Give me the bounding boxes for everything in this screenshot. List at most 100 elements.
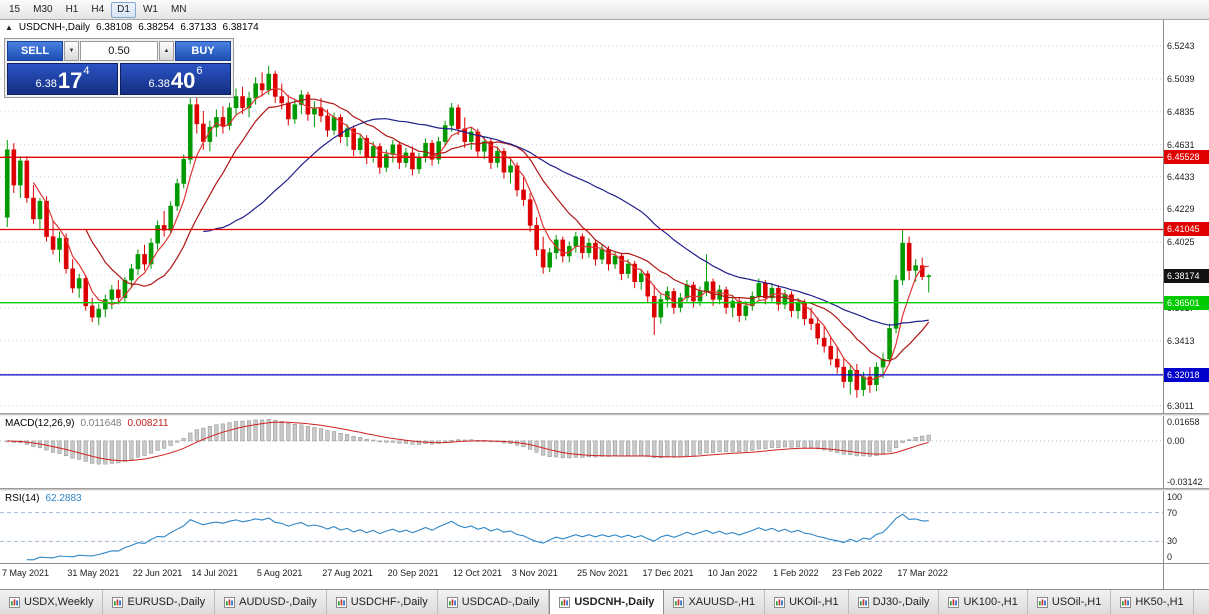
main-chart-area[interactable]: ▲ USDCNH-,Daily 6.38108 6.38254 6.37133 … xyxy=(0,20,1163,413)
rsi-tick-label: 0 xyxy=(1167,552,1173,562)
macd-signal-value: 0.008211 xyxy=(127,418,169,429)
macd-tick-label: -0.03142 xyxy=(1167,477,1203,487)
price-tick-label: 6.4631 xyxy=(1167,139,1195,150)
timeframe-button-h4[interactable]: H4 xyxy=(91,3,105,15)
tab-label: XAUUSD-,H1 xyxy=(688,596,756,608)
timeframe-button-h1[interactable]: H1 xyxy=(65,3,79,15)
buy-price-big: 40 xyxy=(170,68,196,93)
tab-label: USDCAD-,Daily xyxy=(461,596,540,608)
date-label: 23 Feb 2022 xyxy=(831,568,883,578)
chart-tab-audusd-daily[interactable]: AUDUSD-,Daily xyxy=(215,590,327,614)
price-badge-6.32018: 6.32018 xyxy=(1164,367,1209,382)
date-label: 12 Oct 2021 xyxy=(452,568,502,578)
price-badge-6.45528: 6.45528 xyxy=(1164,150,1209,165)
rsi-axis[interactable]: 100 70 30 0 xyxy=(1163,491,1209,563)
timeframe-button-w1[interactable]: W1 xyxy=(142,3,158,15)
chart-tabs-bar: USDX,Weekly EURUSD-,Daily AUDUSD-,Daily USD… xyxy=(0,589,1209,614)
chart-tab-uk100-h1[interactable]: UK100-,H1 xyxy=(939,590,1028,614)
rsi-panel[interactable]: RSI(14) 62.2883 xyxy=(0,491,1163,563)
buy-price-prefix: 6.38 xyxy=(148,78,170,90)
chart-tab-hk50-h1[interactable]: HK50-,H1 xyxy=(1111,590,1194,614)
volume-down-button[interactable]: ▼ xyxy=(64,41,79,61)
buy-button[interactable]: BUY xyxy=(175,41,231,61)
chart-icon xyxy=(112,596,124,608)
chart-tab-usdcnh-daily[interactable]: USDCNH-,Daily xyxy=(549,590,665,614)
price-tick-label: 6.4025 xyxy=(1167,237,1195,248)
timeframe-button-15[interactable]: 15 xyxy=(9,3,21,15)
date-label: 10 Jan 2022 xyxy=(707,568,758,578)
chart-icon xyxy=(335,596,347,608)
price-tick-label: 6.3413 xyxy=(1167,335,1195,346)
chart-icon xyxy=(559,596,571,608)
timeframe-button-d1[interactable]: D1 xyxy=(111,1,136,18)
macd-axis[interactable]: 0.01658 0.00 -0.03142 xyxy=(1163,416,1209,488)
chart-tab-usoil-h1[interactable]: USOil-,H1 xyxy=(1028,590,1112,614)
chart-tab-ukoil-h1[interactable]: UKOil-,H1 xyxy=(765,590,849,614)
chart-tab-xauusd-h1[interactable]: XAUUSD-,H1 xyxy=(664,590,766,614)
panel-splitter[interactable] xyxy=(0,413,1209,416)
time-axis[interactable]: 7 May 2021 31 May 2021 22 Jun 2021 14 Jul 2… xyxy=(0,563,1163,589)
tab-label: UKOil-,H1 xyxy=(789,596,839,608)
tab-label: UK100-,H1 xyxy=(963,596,1018,608)
rsi-tick-label: 30 xyxy=(1167,536,1178,547)
one-click-trading-panel: SELL ▼ 0.50 ▲ BUY 6.38 17 4 6.38 40 6 xyxy=(4,38,234,98)
chart-tab-usdcad-daily[interactable]: USDCAD-,Daily xyxy=(438,590,550,614)
tab-label: USDCNH-,Daily xyxy=(574,596,655,608)
date-label: 14 Jul 2021 xyxy=(191,568,239,578)
macd-panel[interactable]: MACD(12,26,9) 0.011648 0.008211 xyxy=(0,416,1163,488)
chart-icon xyxy=(1120,596,1132,608)
price-tick-label: 6.5243 xyxy=(1167,41,1195,52)
sell-button[interactable]: SELL xyxy=(7,41,63,61)
volume-input[interactable]: 0.50 xyxy=(80,41,158,61)
arrow-up-icon: ▲ xyxy=(163,48,170,54)
timeframe-button-m30[interactable]: M30 xyxy=(33,3,53,15)
tab-label: DJ30-,Daily xyxy=(872,596,930,608)
sell-price-display[interactable]: 6.38 17 4 xyxy=(7,63,118,95)
rsi-tick-label: 100 xyxy=(1167,492,1183,502)
macd-label: MACD(12,26,9) 0.011648 0.008211 xyxy=(5,418,168,429)
sell-price-big: 17 xyxy=(57,68,83,93)
panel-splitter[interactable] xyxy=(0,488,1209,491)
trade-panel-toggle-icon[interactable]: ▲ xyxy=(5,23,13,32)
chart-tab-usdx-weekly[interactable]: USDX,Weekly xyxy=(0,590,104,614)
date-label: 27 Aug 2021 xyxy=(322,568,373,578)
tab-label: USDCHF-,Daily xyxy=(350,596,428,608)
price-badge-6.36501: 6.36501 xyxy=(1164,295,1209,310)
chart-icon xyxy=(446,596,458,608)
tab-label: AUDUSD-,Daily xyxy=(239,596,317,608)
macd-tick-label: 0.01658 xyxy=(1167,417,1200,427)
date-label: 1 Feb 2022 xyxy=(773,568,819,578)
price-tick-label: 6.4229 xyxy=(1167,204,1195,215)
rsi-label: RSI(14) 62.2883 xyxy=(5,493,82,504)
date-label: 20 Sep 2021 xyxy=(387,568,439,578)
timeframe-button-mn[interactable]: MN xyxy=(170,3,187,15)
date-label: 5 Aug 2021 xyxy=(256,568,303,578)
macd-chart[interactable] xyxy=(0,416,1163,488)
chart-icon xyxy=(857,596,869,608)
date-label: 22 Jun 2021 xyxy=(132,568,183,578)
chart-tab-dj30-daily[interactable]: DJ30-,Daily xyxy=(849,590,940,614)
price-chart[interactable] xyxy=(0,20,1163,413)
rsi-chart[interactable] xyxy=(0,491,1163,563)
time-axis-corner xyxy=(1163,563,1209,589)
arrow-down-icon: ▼ xyxy=(68,48,75,54)
ohlc-low: 6.37133 xyxy=(180,22,217,33)
rsi-value: 62.2883 xyxy=(45,493,82,504)
rsi-tick-label: 70 xyxy=(1167,507,1178,518)
date-label: 7 May 2021 xyxy=(2,568,50,578)
chart-tab-usdchf-daily[interactable]: USDCHF-,Daily xyxy=(327,590,438,614)
chart-tab-eurusd-daily[interactable]: EURUSD-,Daily xyxy=(103,590,216,614)
buy-price-display[interactable]: 6.38 40 6 xyxy=(120,63,231,95)
chart-icon xyxy=(1036,596,1048,608)
price-axis[interactable]: 6.5243 6.5039 6.4835 6.4631 6.4433 6.4229 6.40… xyxy=(1163,20,1209,413)
price-badge-6.38174: 6.38174 xyxy=(1164,268,1209,283)
buy-price-sup: 6 xyxy=(196,65,203,77)
macd-main-value: 0.011648 xyxy=(80,418,122,429)
chart-icon xyxy=(224,596,236,608)
chart-icon xyxy=(9,596,20,608)
sell-price-prefix: 6.38 xyxy=(35,78,57,90)
ohlc-high: 6.38254 xyxy=(138,22,175,33)
date-label: 17 Mar 2022 xyxy=(897,568,948,578)
volume-up-button[interactable]: ▲ xyxy=(159,41,174,61)
ohlc-open: 6.38108 xyxy=(96,22,133,33)
